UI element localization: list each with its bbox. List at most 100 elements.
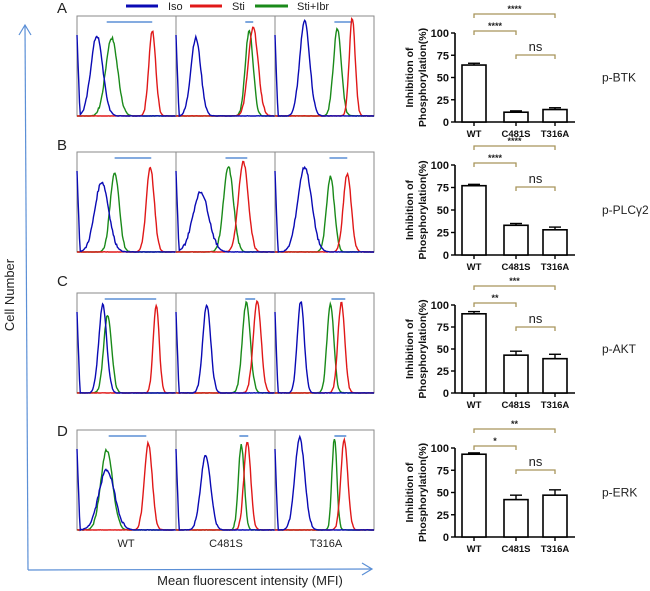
histogram-d-t316a	[274, 429, 375, 531]
significance-label: ****	[507, 136, 522, 146]
legend-label-iso: Iso	[168, 1, 183, 13]
significance-label: **	[491, 293, 499, 303]
bar-c481s	[503, 111, 529, 123]
bar-c481s	[503, 354, 529, 394]
y-axis-label-line2: Phosphorylation(%)	[417, 443, 429, 542]
significance-bracket	[473, 445, 517, 450]
y-tick-label: 75	[437, 50, 449, 62]
significance-bracket	[473, 428, 556, 433]
protein-label: p-BTK	[602, 71, 636, 85]
histogram-curve-iso	[274, 19, 374, 117]
y-tick-label: 100	[431, 300, 449, 312]
histogram-b-c481s	[175, 151, 276, 253]
y-tick-label: 25	[437, 366, 449, 378]
y-axis-title: Cell Number	[2, 258, 17, 331]
sample-label-c481s: C481S	[209, 538, 243, 550]
significance-label: ns	[529, 311, 543, 326]
histogram-frame	[274, 151, 375, 253]
histogram-frame	[175, 292, 276, 394]
y-tick-label: 100	[431, 160, 449, 172]
y-tick-label: 25	[437, 228, 449, 240]
histogram-b-t316a	[274, 151, 375, 253]
significance-label: ns	[529, 454, 543, 469]
x-tick-label: WT	[467, 544, 482, 555]
histogram-curve-iso	[76, 448, 176, 532]
x-tick-label: C481S	[501, 544, 530, 555]
bar-c481s	[503, 224, 529, 256]
y-tick-label: 50	[437, 73, 449, 85]
significance-label: ns	[529, 39, 543, 54]
panel-letter-a: A	[57, 0, 67, 17]
panel-letter-b: B	[57, 137, 67, 154]
bar-wt	[461, 184, 487, 256]
histogram-row-d	[76, 429, 375, 532]
y-tick-label: 100	[431, 28, 449, 40]
histogram-curve-iso	[76, 302, 177, 394]
histogram-a-c481s	[175, 15, 276, 117]
y-axis-label-line1: Inhibition of	[404, 462, 416, 523]
bar-t316a	[542, 108, 568, 123]
y-tick-label: 50	[437, 488, 449, 500]
histogram-c-t316a	[274, 292, 375, 394]
significance-bracket	[515, 54, 556, 59]
y-tick-label: 50	[437, 205, 449, 217]
sample-label-t316a: T316A	[310, 538, 343, 550]
histogram-curve-iso	[76, 170, 177, 253]
bar-chart-b: 0 25 50 75 100 Inhibition of Phosphorylation(%…	[404, 136, 649, 273]
x-tick-label: T316A	[541, 129, 570, 140]
histogram-c-c481s	[175, 292, 276, 394]
significance-bracket	[473, 285, 556, 290]
y-tick-label: 75	[437, 183, 449, 195]
histogram-a-wt	[76, 15, 177, 117]
bar-wt	[461, 64, 487, 123]
x-tick-label: C481S	[501, 262, 530, 273]
histogram-d-c481s	[175, 429, 276, 531]
histogram-b-wt	[76, 151, 177, 253]
y-tick-label: 0	[443, 117, 449, 129]
significance-bracket	[515, 186, 556, 191]
x-axis-title: Mean fluorescent intensity (MFI)	[157, 573, 343, 588]
histogram-panels	[76, 15, 375, 532]
x-tick-label: WT	[467, 129, 482, 140]
x-tick-label: C481S	[501, 129, 530, 140]
histogram-curve-iso	[274, 165, 374, 253]
bar-wt	[461, 453, 487, 538]
significance-bracket	[473, 30, 517, 35]
histogram-frame	[274, 15, 375, 117]
x-tick-label: T316A	[541, 544, 570, 555]
histogram-curve-sti	[77, 440, 177, 531]
legend-label-sti-ibr: Sti+Ibr	[297, 1, 329, 13]
y-tick-label: 75	[437, 322, 449, 334]
histogram-curve-iso	[274, 301, 375, 394]
significance-bracket	[473, 145, 556, 150]
bar-t316a	[542, 357, 568, 394]
histogram-frame	[274, 429, 375, 531]
significance-bracket	[473, 162, 517, 167]
protein-label: p-PLCγ2	[602, 203, 649, 217]
histogram-frame	[76, 292, 177, 394]
significance-label: ***	[509, 276, 520, 286]
significance-label: *	[493, 436, 497, 446]
y-tick-label: 50	[437, 344, 449, 356]
protein-label: p-ERK	[602, 486, 637, 500]
histogram-frame	[76, 151, 177, 253]
bar-c481s	[503, 498, 529, 538]
x-tick-label: WT	[467, 262, 482, 273]
y-axis-arrow	[18, 23, 32, 571]
bar-t316a	[542, 229, 568, 256]
legend: Iso Sti Sti+Ibr	[126, 1, 329, 13]
histogram-a-t316a	[274, 15, 375, 117]
significance-label: ****	[488, 153, 503, 163]
x-axis-arrow	[27, 562, 374, 576]
y-tick-label: 25	[437, 510, 449, 522]
y-axis-label-line2: Phosphorylation(%)	[417, 160, 429, 259]
histogram-row-c	[76, 292, 375, 394]
histogram-curve-iso	[175, 33, 275, 117]
panel-letter-c: C	[57, 273, 68, 290]
panel-letter-d: D	[57, 423, 68, 440]
significance-bracket	[515, 469, 556, 474]
protein-label: p-AKT	[602, 342, 637, 356]
y-axis-label-line1: Inhibition of	[404, 179, 416, 240]
